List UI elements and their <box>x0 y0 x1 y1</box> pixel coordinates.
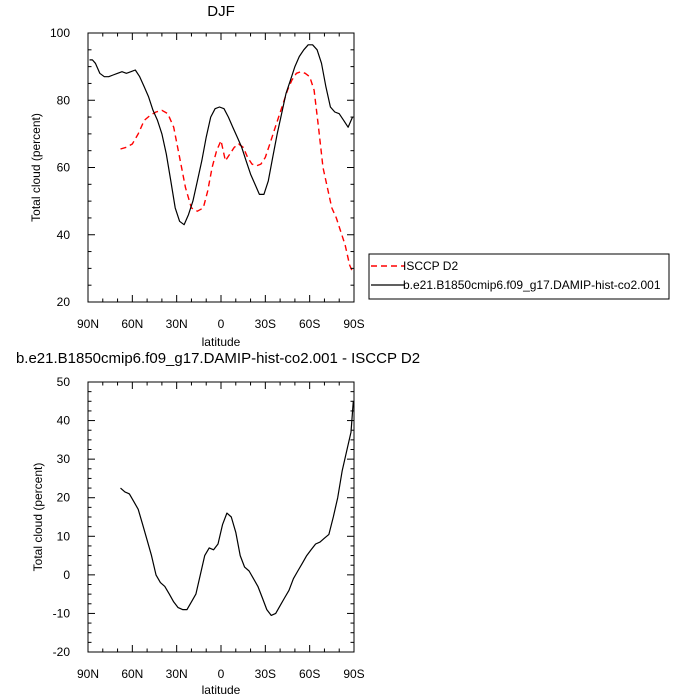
series-layer <box>120 401 354 617</box>
y-tick-label: 100 <box>50 26 70 40</box>
legend-label-model: b.e21.B1850cmip6.f09_g17.DAMIP-hist-co2.… <box>403 278 661 292</box>
y-tick-label: 30 <box>57 452 71 466</box>
y-tick-label: 20 <box>57 295 71 309</box>
x-axis-label: latitude <box>202 683 241 697</box>
y-tick-label: 60 <box>57 161 71 175</box>
x-tick-label: 90N <box>77 317 99 331</box>
x-tick-label: 60N <box>121 667 143 681</box>
legend-box <box>368 253 670 300</box>
x-tick-label: 90N <box>77 667 99 681</box>
x-tick-label: 30N <box>166 667 188 681</box>
series-line-0 <box>120 401 354 617</box>
x-tick-label: 60S <box>299 667 320 681</box>
x-tick-label: 30S <box>255 317 276 331</box>
chart-djf: DJF 90N 60N 30N 0 30S 60S 90S 20 40 60 80 100 Total… <box>29 3 670 349</box>
y-tick-label: 50 <box>57 375 71 389</box>
plot-frame <box>87 381 355 653</box>
chart-title: DJF <box>207 3 235 20</box>
x-tick-label: 90S <box>343 317 364 331</box>
tick-layer: 90N 60N 30N 0 30S 60S 90S 20 40 60 80 100 <box>50 26 365 331</box>
y-axis-label: Total cloud (percent) <box>31 463 45 572</box>
x-tick-label: 30S <box>255 667 276 681</box>
series-line-1 <box>89 44 354 226</box>
x-tick-label: 90S <box>343 667 364 681</box>
y-tick-label: 10 <box>57 529 71 543</box>
x-axis-label: latitude <box>202 335 241 349</box>
legend: ISCCP D2 b.e21.B1850cmip6.f09_g17.DAMIP-… <box>368 253 670 300</box>
y-tick-label: 40 <box>57 228 71 242</box>
y-tick-label: 80 <box>57 93 71 107</box>
y-tick-label: 40 <box>57 414 71 428</box>
chart-title: b.e21.B1850cmip6.f09_g17.DAMIP-hist-co2.… <box>16 350 420 367</box>
y-tick-label: -20 <box>53 645 71 659</box>
x-tick-label: 60S <box>299 317 320 331</box>
x-tick-label: 0 <box>218 317 225 331</box>
chart-difference: b.e21.B1850cmip6.f09_g17.DAMIP-hist-co2.… <box>16 350 420 697</box>
series-layer <box>89 44 354 272</box>
y-tick-label: 0 <box>63 568 70 582</box>
tick-layer: 90N 60N 30N 0 30S 60S 90S -20 -10 0 10 20 30 40 50 <box>53 375 365 681</box>
x-tick-label: 0 <box>218 667 225 681</box>
y-tick-label: -10 <box>53 606 71 620</box>
series-line-0 <box>120 70 354 272</box>
legend-label-isccp-d2: ISCCP D2 <box>403 259 458 273</box>
y-axis-label: Total cloud (percent) <box>29 113 43 222</box>
x-tick-label: 30N <box>166 317 188 331</box>
y-tick-label: 20 <box>57 491 71 505</box>
x-tick-label: 60N <box>121 317 143 331</box>
